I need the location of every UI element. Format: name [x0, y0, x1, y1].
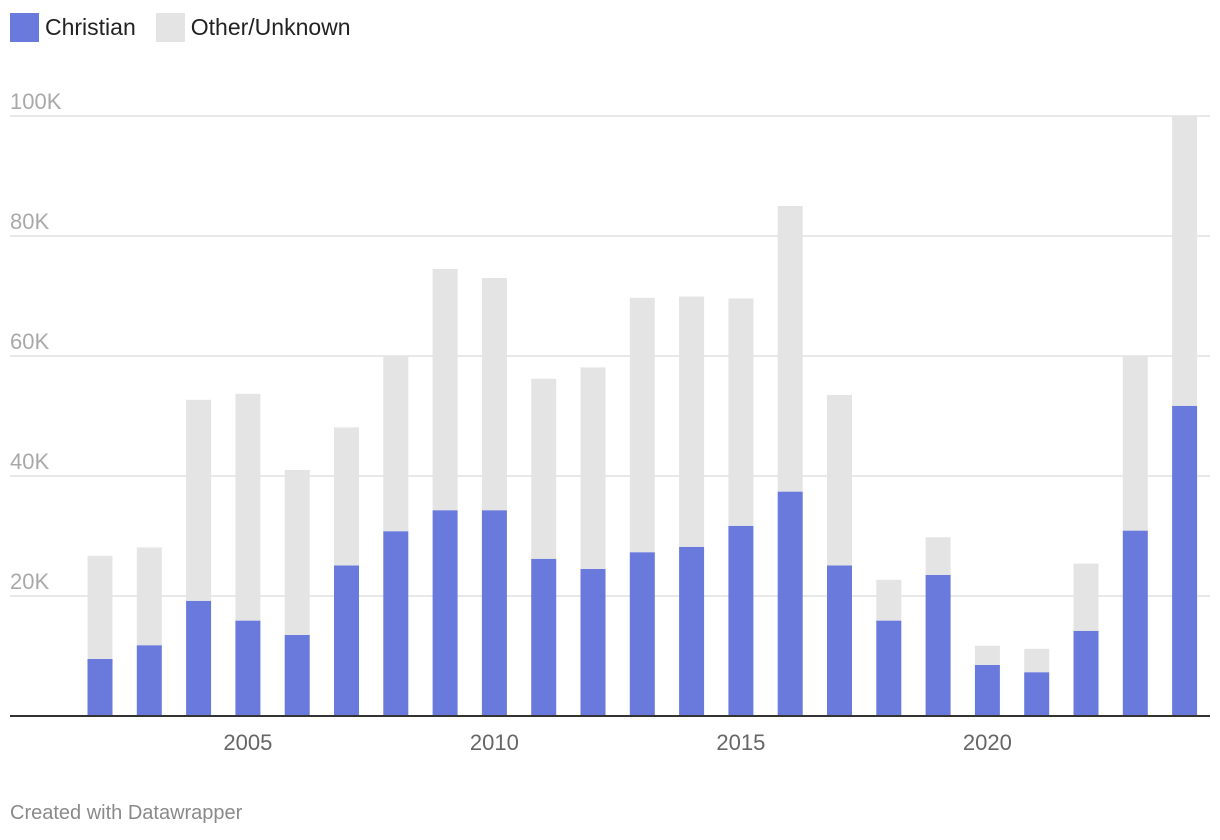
legend-swatch-other-unknown — [155, 12, 185, 42]
bar-other-unknown-2024 — [1172, 116, 1198, 406]
bar-other-unknown-2005 — [235, 393, 261, 621]
bar-other-unknown-2017 — [827, 395, 852, 566]
bar-christian-2018 — [876, 620, 902, 716]
legend-item-christian: Christian — [10, 12, 136, 42]
bar-other-unknown-2015 — [728, 298, 754, 526]
bar-other-unknown-2006 — [284, 470, 310, 635]
bar-christian-2002 — [87, 659, 113, 716]
bar-other-unknown-2016 — [777, 206, 803, 492]
bar-christian-2004 — [186, 600, 212, 716]
bar-christian-2020 — [974, 665, 1000, 716]
bar-other-unknown-2013 — [629, 297, 655, 553]
y-tick-label-80K: 80K — [10, 209, 49, 234]
bar-christian-2023 — [1122, 530, 1148, 716]
bar-other-unknown-2023 — [1122, 356, 1148, 531]
bar-christian-2008 — [383, 531, 409, 716]
bar-christian-2016 — [777, 491, 803, 716]
bar-other-unknown-2022 — [1073, 563, 1099, 631]
bar-christian-2003 — [136, 645, 162, 716]
bar-christian-2009 — [432, 510, 458, 716]
bar-other-unknown-2011 — [531, 378, 557, 559]
bar-other-unknown-2012 — [580, 367, 606, 569]
bar-christian-2007 — [334, 565, 359, 716]
bar-christian-2011 — [531, 558, 557, 716]
bar-christian-2006 — [284, 635, 310, 716]
bar-christian-2010 — [481, 510, 507, 716]
bar-christian-2022 — [1073, 630, 1099, 716]
bar-christian-2012 — [580, 569, 606, 716]
bar-other-unknown-2010 — [481, 278, 507, 511]
bar-other-unknown-2008 — [383, 356, 409, 532]
bar-christian-2017 — [827, 565, 852, 716]
bar-other-unknown-2018 — [876, 579, 902, 621]
bar-christian-2015 — [728, 525, 754, 716]
legend-swatch-christian — [10, 12, 39, 42]
x-tick-label-2005: 2005 — [223, 730, 272, 755]
bar-christian-2019 — [925, 575, 951, 716]
bar-other-unknown-2002 — [87, 555, 113, 659]
bar-other-unknown-2003 — [136, 547, 162, 646]
bar-christian-2005 — [235, 620, 261, 716]
bar-christian-2024 — [1172, 405, 1198, 716]
bar-other-unknown-2007 — [334, 427, 359, 566]
x-tick-label-2020: 2020 — [963, 730, 1012, 755]
legend-label-other-unknown: Other/Unknown — [190, 13, 351, 40]
bar-christian-2021 — [1024, 672, 1050, 716]
bar-other-unknown-2020 — [974, 645, 1000, 665]
legend-label-christian: Christian — [45, 13, 136, 40]
bar-christian-2014 — [679, 546, 705, 716]
bar-other-unknown-2009 — [432, 269, 458, 511]
bar-chart: 20K 40K 60K 80K 100K 2005 2010 2015 2020 — [10, 89, 1210, 755]
y-tick-label-40K: 40K — [10, 449, 49, 474]
chart-legend: Christian Other/Unknown — [10, 12, 371, 42]
legend-item-other-unknown: Other/Unknown — [155, 12, 351, 42]
y-tick-label-100K: 100K — [10, 89, 62, 114]
x-tick-label-2010: 2010 — [470, 730, 519, 755]
y-tick-label-60K: 60K — [10, 329, 49, 354]
bar-other-unknown-2014 — [679, 296, 705, 547]
bar-other-unknown-2004 — [186, 399, 212, 601]
bar-christian-2013 — [629, 552, 655, 716]
y-tick-label-20K: 20K — [10, 569, 49, 594]
x-tick-label-2015: 2015 — [716, 730, 765, 755]
bar-other-unknown-2019 — [925, 537, 951, 575]
bar-other-unknown-2021 — [1024, 648, 1050, 673]
footer-credit: Created with Datawrapper — [10, 802, 243, 824]
